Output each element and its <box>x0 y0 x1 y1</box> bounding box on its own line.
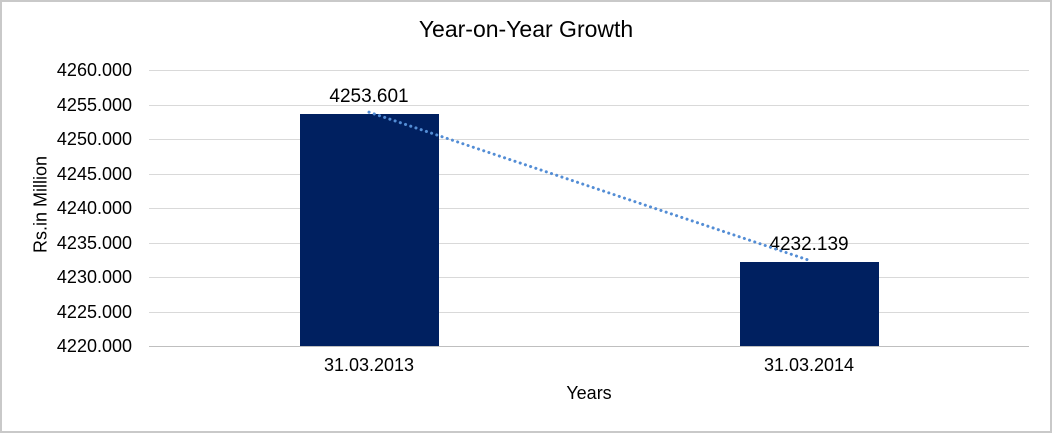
gridline <box>149 208 1029 209</box>
y-tick-label: 4220.000 <box>56 336 132 356</box>
gridline <box>149 105 1029 106</box>
gridline <box>149 312 1029 313</box>
y-tick-label: 4240.000 <box>56 198 132 218</box>
y-tick-label: 4230.000 <box>56 267 132 287</box>
y-tick-label: 4250.000 <box>56 129 132 149</box>
x-axis-title: Years <box>566 383 612 403</box>
chart-title: Year-on-Year Growth <box>418 16 634 42</box>
x-tick-label: 31.03.2014 <box>763 355 855 375</box>
y-tick-label: 4235.000 <box>56 233 132 253</box>
y-tick-label: 4225.000 <box>56 302 132 322</box>
bar-31.03.2013 <box>300 114 439 346</box>
y-tick-label: 4245.000 <box>56 164 132 184</box>
y-tick-label: 4255.000 <box>56 95 132 115</box>
bar-data-label: 4232.139 <box>769 234 849 255</box>
gridline <box>149 70 1029 71</box>
gridline <box>149 174 1029 175</box>
x-tick-label: 31.03.2013 <box>323 355 415 375</box>
bar-31.03.2014 <box>740 262 879 346</box>
gridline <box>149 139 1029 140</box>
x-axis-line <box>149 346 1029 347</box>
bar-data-label: 4253.601 <box>329 86 409 107</box>
y-tick-label: 4260.000 <box>56 60 132 80</box>
gridline <box>149 277 1029 278</box>
